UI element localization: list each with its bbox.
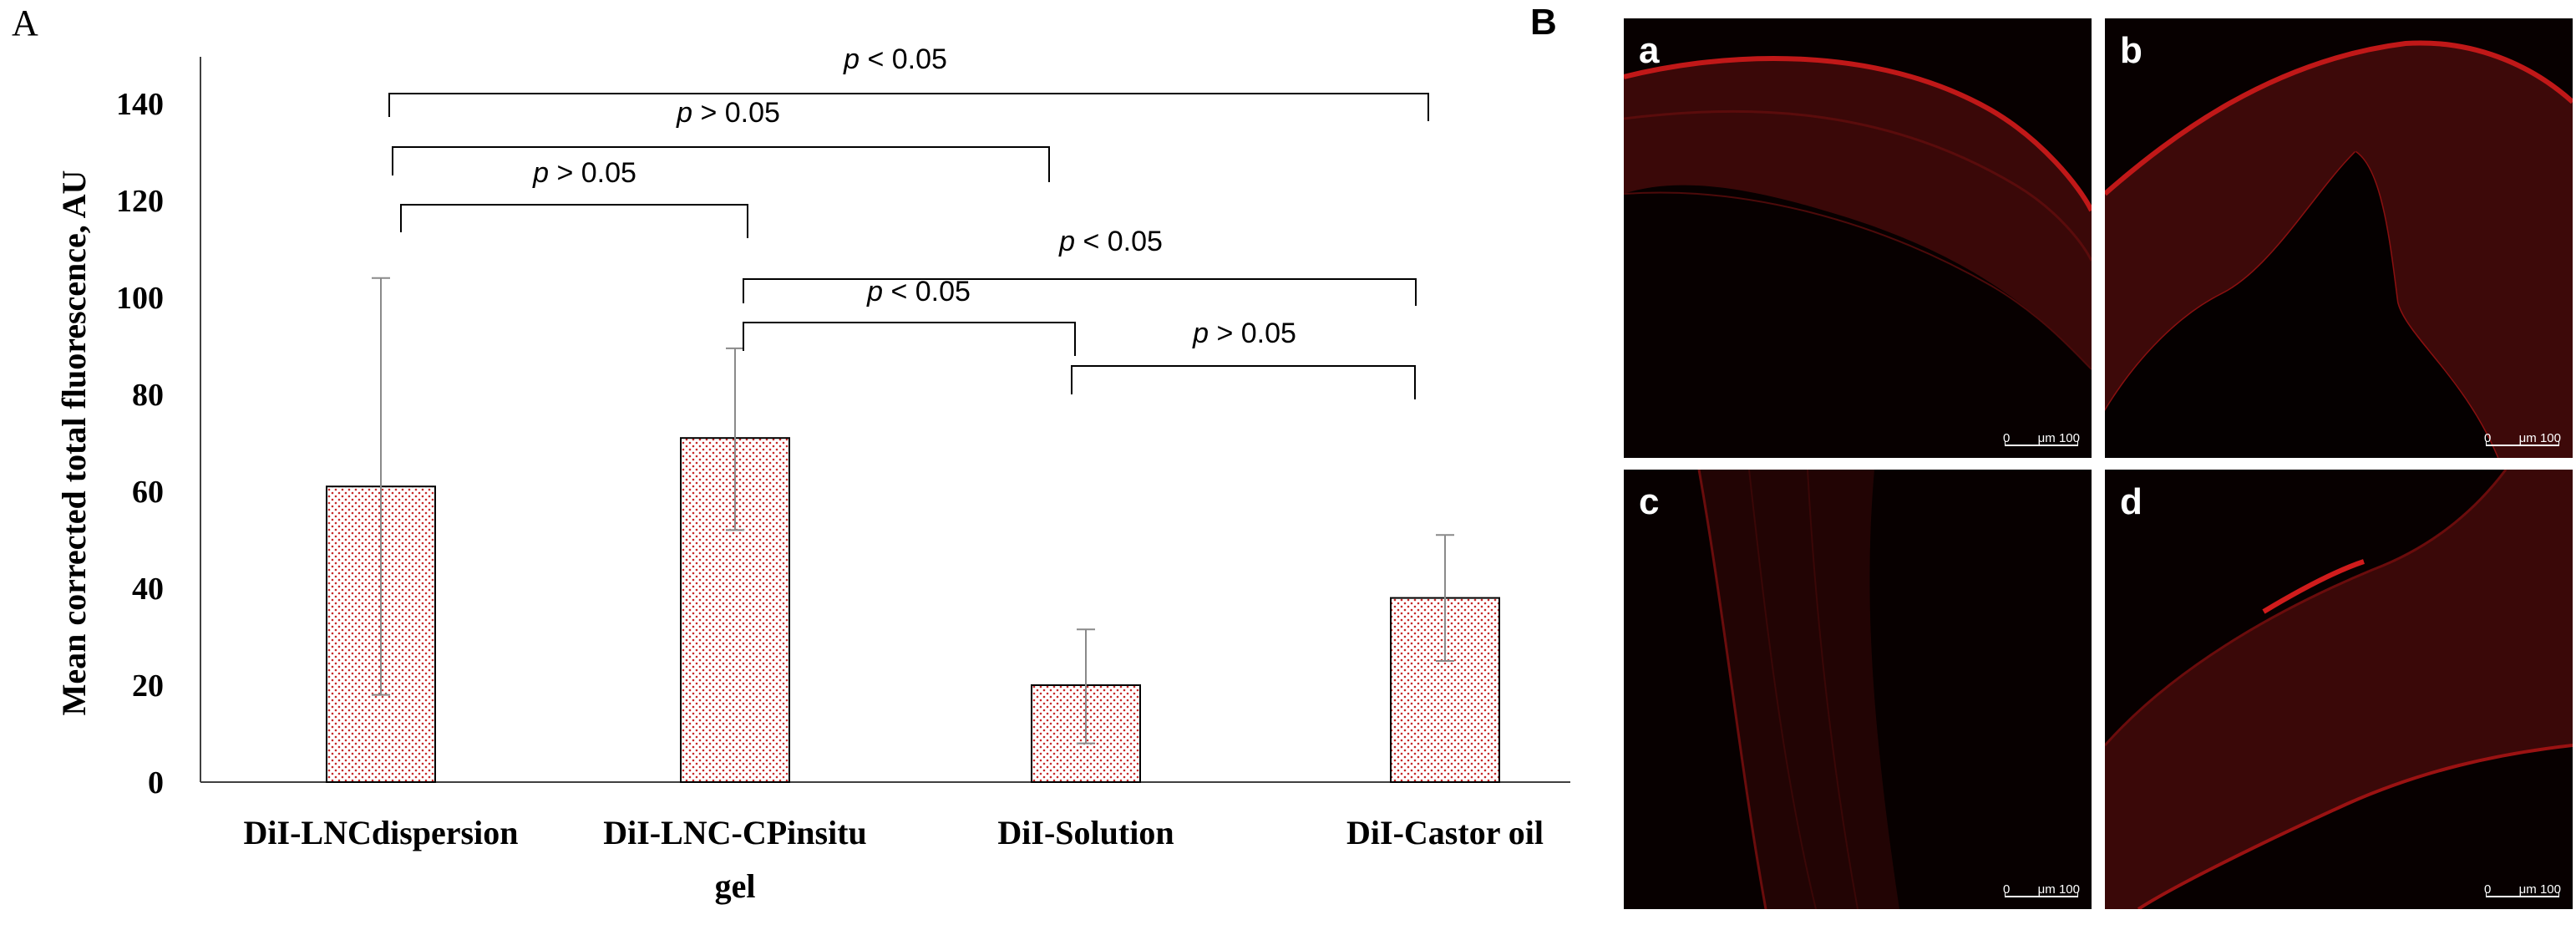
micrograph-a: a 0 μm 100 bbox=[1624, 18, 2092, 458]
bar-chart: p < 0.05 p > 0.05 p > 0.05 p < 0.05 p < 0.05… bbox=[55, 43, 1570, 905]
scale-unit: μm 100 bbox=[2518, 431, 2561, 445]
micrograph-b-image bbox=[2105, 40, 2573, 458]
micrograph-c-image bbox=[1697, 470, 1899, 909]
micrograph-d-image bbox=[2105, 470, 2573, 909]
micrograph-d: d 0 μm 100 bbox=[2105, 470, 2573, 909]
significance-bracket bbox=[743, 278, 1417, 306]
micrograph-letter: a bbox=[1639, 30, 1660, 71]
significance-label: p > 0.05 bbox=[1192, 318, 1296, 349]
significance-label: p < 0.05 bbox=[866, 276, 971, 307]
significance-label: p < 0.05 bbox=[843, 43, 947, 75]
micrograph-letter: d bbox=[2120, 481, 2142, 522]
micrograph-c: c 0 μm 100 bbox=[1624, 470, 2092, 909]
scale-zero: 0 bbox=[2484, 882, 2492, 897]
scale-bar: 0 μm 100 bbox=[2000, 431, 2080, 448]
scale-bar: 0 μm 100 bbox=[2481, 431, 2561, 448]
y-tick-label: 60 bbox=[132, 475, 164, 510]
micrograph-letter: c bbox=[1639, 481, 1660, 522]
scale-unit: μm 100 bbox=[2037, 882, 2080, 897]
x-category-label: DiI-LNC-CPinsitu bbox=[603, 814, 867, 851]
significance-label: p > 0.05 bbox=[676, 97, 780, 129]
scale-zero: 0 bbox=[2003, 431, 2011, 445]
panel-a-label: A bbox=[12, 3, 38, 43]
panel-b-label: B bbox=[1530, 2, 1557, 43]
x-category-label: gel bbox=[715, 867, 756, 905]
significance-bracket bbox=[400, 204, 748, 238]
y-tick-label: 120 bbox=[116, 184, 164, 219]
y-tick-label: 0 bbox=[148, 765, 164, 800]
y-tick-label: 40 bbox=[132, 572, 164, 607]
significance-bracket bbox=[743, 322, 1076, 356]
significance-label: p < 0.05 bbox=[1058, 226, 1163, 257]
y-tick-label: 140 bbox=[116, 87, 164, 122]
scale-bar: 0 μm 100 bbox=[2000, 882, 2080, 899]
scale-bar: 0 μm 100 bbox=[2481, 882, 2561, 899]
scale-zero: 0 bbox=[2003, 882, 2011, 897]
scale-zero: 0 bbox=[2484, 431, 2492, 445]
significance-label: p > 0.05 bbox=[532, 157, 636, 189]
scale-unit: μm 100 bbox=[2518, 882, 2561, 897]
x-category-label: DiI-Solution bbox=[997, 814, 1174, 851]
bar bbox=[1390, 597, 1500, 783]
y-tick-label: 20 bbox=[132, 668, 164, 704]
x-category-label: DiI-LNCdispersion bbox=[244, 814, 519, 851]
y-tick-label: 80 bbox=[132, 378, 164, 413]
significance-bracket bbox=[392, 146, 1050, 182]
scale-unit: μm 100 bbox=[2037, 431, 2080, 445]
significance-bracket bbox=[1071, 365, 1416, 399]
y-tick-label: 100 bbox=[116, 281, 164, 316]
micrograph-letter: b bbox=[2120, 30, 2142, 71]
micrograph-a-image bbox=[1624, 56, 2092, 370]
x-category-label: DiI-Castor oil bbox=[1346, 814, 1544, 851]
significance-bracket bbox=[388, 93, 1429, 121]
micrograph-b: b 0 μm 100 bbox=[2105, 18, 2573, 458]
y-axis-title: Mean corrected total fluorescence, AU bbox=[55, 170, 93, 716]
